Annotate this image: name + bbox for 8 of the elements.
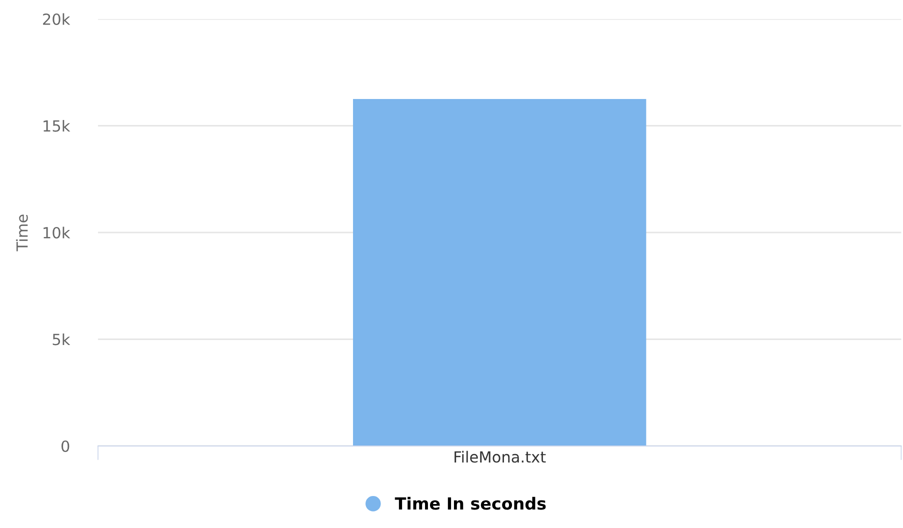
y-tick-label: 5k [52, 333, 70, 346]
legend-label: Time In seconds [394, 496, 546, 510]
y-tick-label: 20k [43, 13, 70, 26]
y-tick-label: 15k [44, 120, 70, 132]
x-tick-label: FileMona.txt [454, 450, 546, 463]
y-axis-title: Time [16, 214, 28, 252]
y-tick-label: 0 [62, 440, 70, 452]
y-tick-label: 10k [44, 226, 70, 239]
